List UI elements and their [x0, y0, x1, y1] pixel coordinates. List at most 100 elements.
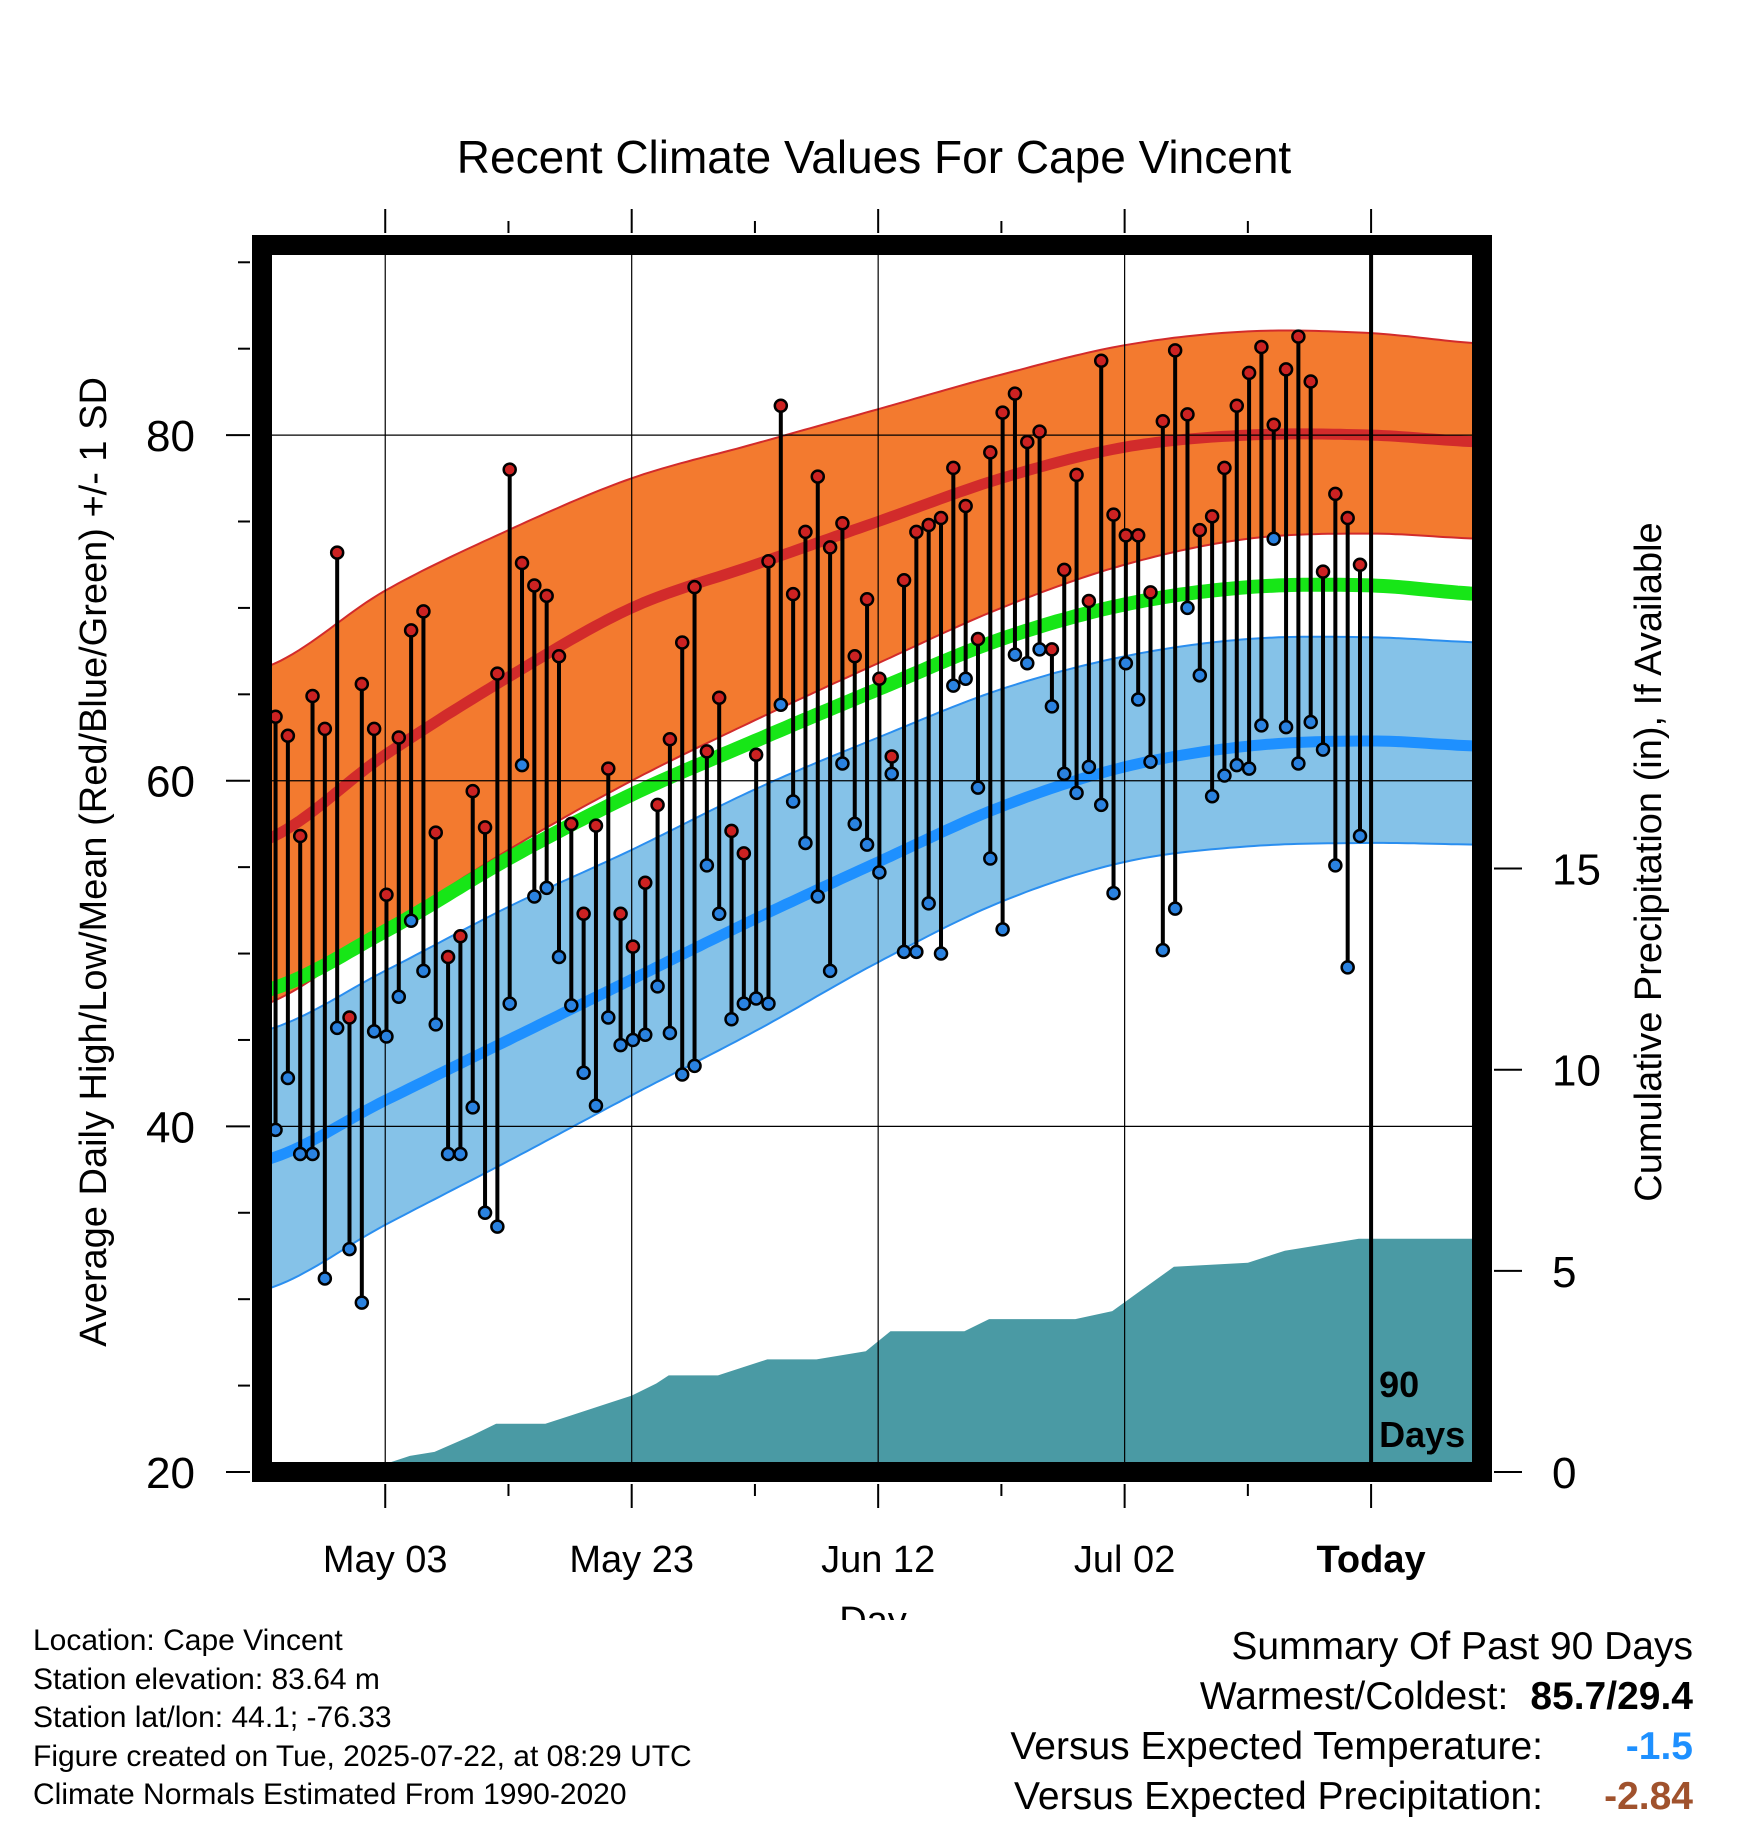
low-temp-point [539, 880, 554, 896]
low-temp-point [391, 989, 407, 1005]
low-temp-point [1118, 655, 1134, 671]
high-temp-point [785, 586, 801, 602]
high-temp-point [650, 797, 665, 813]
high-normal-line [260, 428, 1483, 847]
low-temp-point [933, 946, 949, 961]
low-temp-point [588, 1098, 604, 1113]
high-temp-point [995, 405, 1010, 420]
chart-title: Recent Climate Values For Cape Vincent [457, 131, 1292, 183]
low-temp-point [564, 998, 579, 1013]
high-temp-point [502, 462, 517, 477]
normals-period-text: Climate Normals Estimated From 1990-2020 [33, 1778, 627, 1811]
high-temp-point [1007, 386, 1023, 401]
low-temp-point [416, 963, 431, 979]
low-normal-line [260, 735, 1483, 1167]
high-temp-point [724, 823, 739, 839]
high-temp-point [736, 846, 752, 861]
high-temp-point [403, 623, 419, 638]
low-temp-point [1192, 668, 1208, 683]
high-temp-point [872, 671, 887, 687]
elevation-text: Station elevation: 83.64 m [33, 1662, 380, 1696]
y2-tick-label: 15 [1552, 846, 1601, 895]
high-temp-point [1020, 434, 1035, 450]
high-temp-point [1303, 374, 1318, 389]
high-temp-point [1106, 507, 1121, 522]
high-temp-point [366, 721, 382, 737]
high-temp-point [1155, 414, 1171, 429]
high-temp-point [379, 887, 394, 903]
low-temp-point [699, 858, 715, 873]
high-temp-point [638, 875, 653, 890]
high-temp-point [1167, 343, 1183, 358]
temp-departure-value: -1.5 [1625, 1725, 1693, 1768]
high-temp-point [970, 631, 986, 647]
high-temp-point [798, 524, 813, 540]
high-temp-point [1328, 486, 1343, 502]
high-temp-point [835, 515, 850, 531]
x-axis-label: Day [839, 1600, 907, 1620]
low-temp-point [1315, 742, 1331, 757]
high-temp-point [564, 816, 579, 832]
high-temp-point [539, 588, 554, 604]
low-temp-point [1303, 714, 1318, 730]
high-temp-point [909, 524, 924, 540]
high-temp-point [933, 510, 949, 526]
high-temp-point [748, 747, 764, 763]
low-temp-point [736, 996, 752, 1011]
precipitation-area [262, 1238, 1482, 1472]
low-temp-point [835, 756, 850, 771]
created-text: Figure created on Tue, 2025-07-22, at 08… [33, 1739, 692, 1773]
low-temp-point [453, 1146, 468, 1162]
high-temp-point [1217, 460, 1232, 476]
high-temp-point [280, 728, 296, 744]
low-temp-point [822, 963, 838, 979]
low-temp-point [502, 996, 517, 1011]
today-days-label-2: Days [1379, 1414, 1465, 1455]
high-temp-point [1315, 564, 1331, 579]
low-temp-point [859, 837, 875, 852]
low-temp-point [798, 835, 813, 851]
low-temp-point [329, 1020, 345, 1036]
high-temp-point [1229, 398, 1245, 413]
low-band-upper-edge [261, 635, 1483, 1033]
high-temp-point [773, 398, 789, 413]
low-temp-point [1093, 797, 1109, 813]
low-temp-point [958, 671, 973, 687]
low-temp-point [761, 996, 776, 1011]
high-temp-point [1291, 329, 1306, 344]
high-temp-point [761, 554, 776, 569]
high-temp-point [292, 828, 308, 844]
high-temp-point [847, 649, 862, 664]
high-temp-point [551, 649, 567, 664]
y2-axis-label: Cumulative Precipitation (in), If Availa… [1628, 522, 1670, 1201]
low-temp-point [662, 1025, 678, 1041]
low-temp-point [1143, 754, 1158, 769]
climate-chart: 90 Days 20 40 60 80 0 5 10 15 May 03 May 23 Jun 12 Ju… [73, 131, 1670, 1620]
low-temp-point [354, 1295, 370, 1310]
precip-row: Versus Expected Precipitation: -2.84 [1010, 1772, 1693, 1822]
y-axis-label: Average Daily High/Low/Mean (Red/Blue/Gr… [73, 377, 115, 1347]
low-temp-point [638, 1027, 653, 1043]
high-temp-point [1352, 557, 1368, 572]
low-temp-point [342, 1241, 357, 1257]
low-temp-point [650, 979, 665, 994]
high-temp-point [342, 1010, 357, 1025]
high-temp-point [428, 825, 444, 840]
plot-frame [252, 235, 1492, 1482]
low-temp-point [674, 1067, 690, 1082]
low-temp-point [305, 1146, 320, 1162]
low-temp-point [1352, 828, 1368, 844]
high-temp-point [391, 730, 407, 745]
low-temp-point [1106, 885, 1121, 901]
low-temp-point [785, 794, 801, 809]
high-temp-point [822, 540, 838, 555]
low-temp-point [1130, 692, 1146, 707]
low-temp-point [810, 889, 826, 904]
y-tick-label: 40 [146, 1103, 195, 1152]
latlon-text: Station lat/lon: 44.1; -76.33 [33, 1701, 392, 1734]
low-temp-point [1069, 785, 1084, 801]
low-temp-point [601, 1010, 616, 1025]
warm-cold-value: 85.7/29.4 [1530, 1675, 1693, 1718]
high-temp-point [354, 676, 370, 692]
high-temp-point [305, 688, 320, 704]
